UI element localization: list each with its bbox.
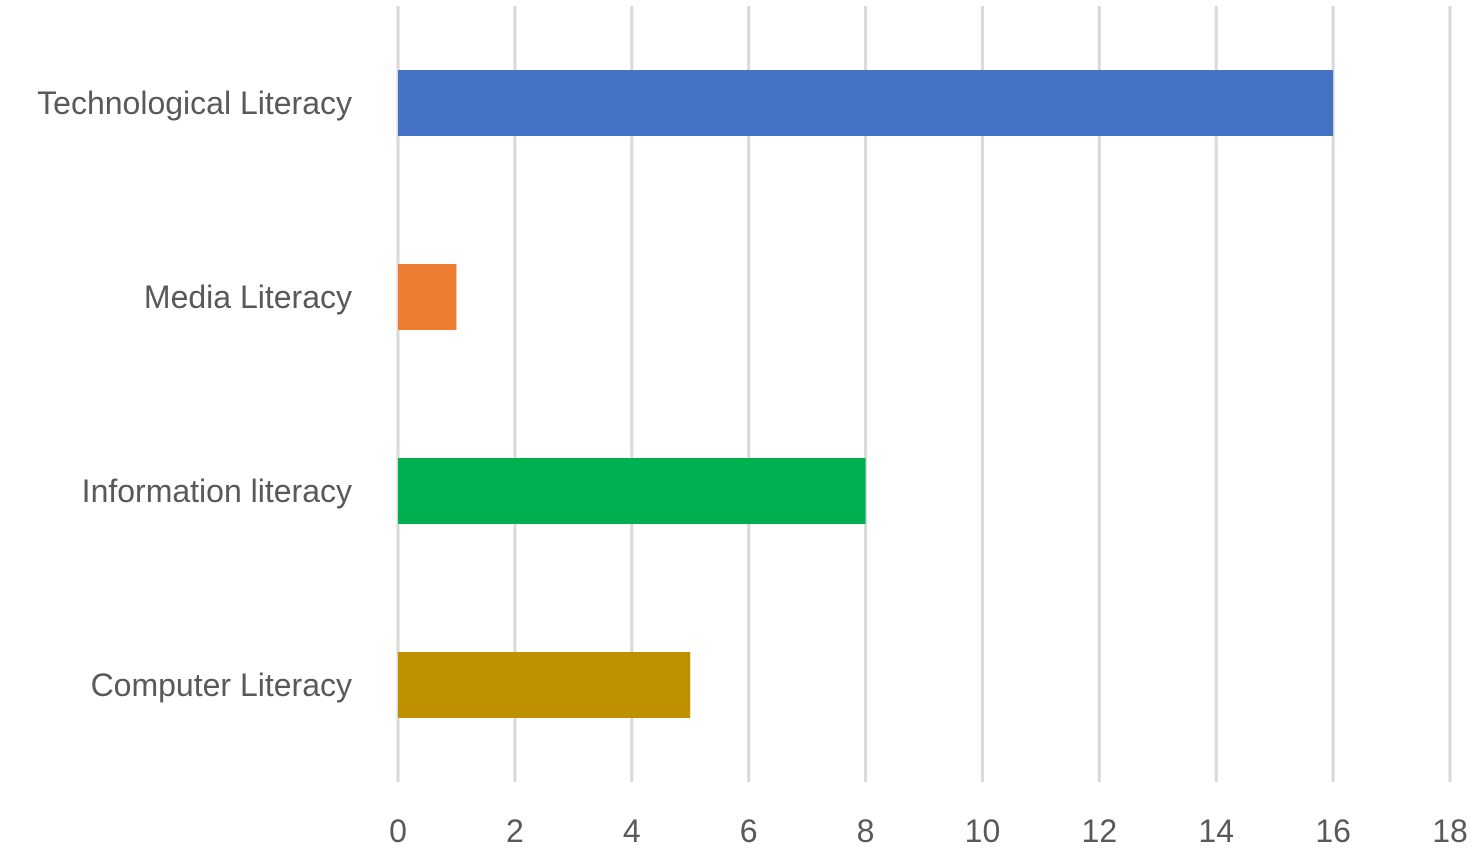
x-tick-label: 12 [1082, 813, 1118, 849]
category-label: Information literacy [82, 473, 352, 509]
bars [398, 70, 1334, 718]
category-labels: Technological Literacy Media Literacy Info… [37, 85, 352, 703]
x-tick-label: 6 [740, 813, 758, 849]
bar-technological-literacy [398, 70, 1334, 136]
category-label: Computer Literacy [91, 667, 352, 703]
x-tick-label: 10 [965, 813, 1001, 849]
x-tick-label: 0 [389, 813, 407, 849]
bar-computer-literacy [398, 652, 691, 718]
x-tick-label: 14 [1198, 813, 1234, 849]
x-axis-tick-labels: 0 2 4 6 8 10 12 14 16 18 [389, 813, 1468, 849]
bar-media-literacy [398, 264, 457, 330]
bar-information-literacy [398, 458, 866, 524]
category-label: Media Literacy [144, 279, 352, 315]
category-label: Technological Literacy [37, 85, 352, 121]
x-tick-label: 4 [623, 813, 641, 849]
x-tick-label: 18 [1432, 813, 1468, 849]
x-tick-label: 16 [1315, 813, 1351, 849]
x-tick-label: 8 [857, 813, 875, 849]
x-tick-label: 2 [506, 813, 524, 849]
